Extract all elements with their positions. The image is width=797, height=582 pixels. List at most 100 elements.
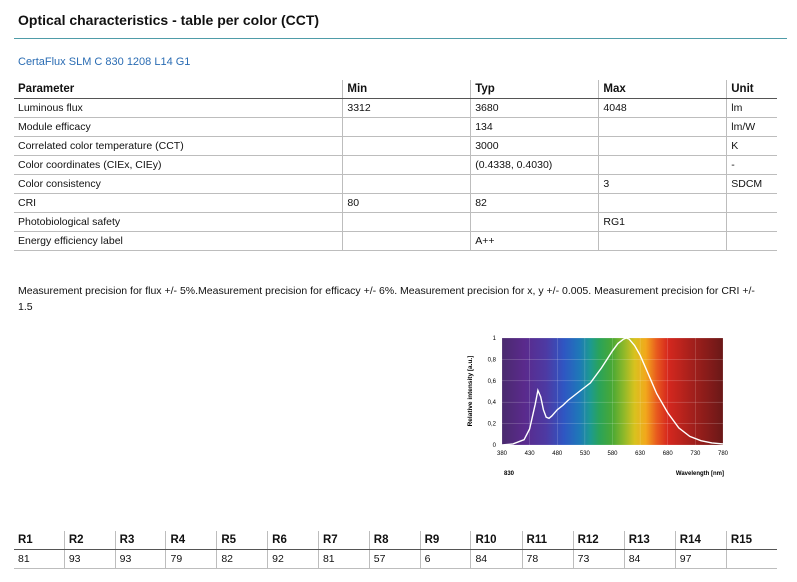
cri-header-cell: R2 [63, 531, 116, 550]
cri-value-cell: 84 [623, 549, 676, 569]
y-axis-ticks: 0 0,2 0,4 0,6 0,8 1 [488, 336, 497, 449]
page-title: Optical characteristics - table per colo… [18, 12, 320, 28]
column-header-max: Max [598, 80, 727, 99]
cri-value-cell: 93 [114, 549, 166, 569]
y-tick-label: 0,4 [488, 400, 497, 406]
table-row: Correlated color temperature (CCT) 3000 K [14, 136, 777, 156]
table-cell: Module efficacy [14, 117, 343, 137]
table-cell [342, 231, 471, 251]
table-cell: lm/W [726, 117, 777, 137]
x-tick-label: 580 [607, 451, 618, 457]
table-cell: Color coordinates (CIEx, CIEy) [14, 155, 343, 175]
chart-grid [501, 337, 724, 446]
cri-value-cell: 93 [63, 549, 116, 569]
spectrum-curve [501, 337, 724, 446]
x-axis-ticks: 380 430 480 530 580 630 680 730 780 [497, 451, 729, 457]
y-tick-label: 0,2 [488, 422, 497, 428]
table-cell: - [726, 155, 777, 175]
table-cell: 3000 [470, 136, 599, 156]
x-tick-label: 730 [690, 451, 701, 457]
table-row: Color coordinates (CIEx, CIEy) (0.4338, 0… [14, 155, 777, 175]
cri-header-cell: R6 [267, 531, 319, 550]
table-cell [342, 212, 471, 232]
x-tick-label: 380 [497, 451, 508, 457]
table-cell: 3312 [342, 98, 471, 118]
table-cell [598, 231, 727, 251]
table-cell: lm [726, 98, 777, 118]
table-cell: 3 [598, 174, 727, 194]
cri-header-cell: R15 [725, 531, 777, 550]
table-cell [470, 212, 599, 232]
table-cell [342, 155, 471, 175]
table-cell [598, 155, 727, 175]
table-row: CRI 80 82 [14, 193, 777, 213]
cri-header-cell: R14 [674, 531, 727, 550]
cri-value-cell: 73 [572, 549, 625, 569]
table-row: Photobiological safety RG1 [14, 212, 777, 232]
table-row: Module efficacy 134 lm/W [14, 117, 777, 137]
cri-header-cell: R10 [470, 531, 523, 550]
table-cell [726, 212, 777, 232]
title-divider [14, 38, 787, 39]
x-tick-label: 630 [635, 451, 646, 457]
cri-header-cell: R3 [114, 531, 166, 550]
cri-value-cell: 81 [14, 549, 65, 569]
column-header-unit: Unit [726, 80, 777, 99]
table-row: Luminous flux 3312 3680 4048 lm [14, 98, 777, 118]
product-name: CertaFlux SLM C 830 1208 L14 G1 [18, 56, 191, 68]
table-cell: 4048 [598, 98, 727, 118]
cri-value-row: 81 93 93 79 82 92 81 57 6 84 78 73 84 97 [14, 549, 777, 569]
measurement-precision-note: Measurement precision for flux +/- 5%.Me… [18, 285, 755, 313]
table-cell: Correlated color temperature (CCT) [14, 136, 343, 156]
cri-value-cell: 81 [317, 549, 370, 569]
table-cell: Luminous flux [14, 98, 343, 118]
cri-value-cell: 97 [674, 549, 727, 569]
table-cell: SDCM [726, 174, 777, 194]
y-axis-label: Relative intensity [a.u.] [467, 356, 474, 427]
table-cell [470, 174, 599, 194]
cri-header-cell: R8 [368, 531, 421, 550]
table-header-row: Parameter Min Typ Max Unit [14, 80, 777, 99]
table-cell [342, 136, 471, 156]
cri-value-cell: 82 [216, 549, 268, 569]
cri-header-cell: R4 [165, 531, 217, 550]
column-header-typ: Typ [470, 80, 599, 99]
cri-header-cell: R1 [14, 531, 65, 550]
table-cell [726, 231, 777, 251]
table-cell: Color consistency [14, 174, 343, 194]
y-tick-label: 0,8 [488, 357, 497, 363]
table-cell: K [726, 136, 777, 156]
table-cell: CRI [14, 193, 343, 213]
cri-header-cell: R7 [317, 531, 370, 550]
column-header-min: Min [342, 80, 471, 99]
cri-value-cell: 79 [165, 549, 217, 569]
table-cell [598, 117, 727, 137]
x-tick-label: 480 [552, 451, 563, 457]
cri-header-cell: R12 [572, 531, 625, 550]
cri-header-cell: R9 [419, 531, 471, 550]
cri-header-cell: R11 [521, 531, 574, 550]
table-cell: A++ [470, 231, 599, 251]
color-rendering-table: R1 R2 R3 R4 R5 R6 R7 R8 R9 R10 R11 R12 R13 R14 R15 81 9… [14, 531, 777, 569]
x-tick-label: 430 [525, 451, 536, 457]
spectrum-chart: 0 0,2 0,4 0,6 0,8 1 380 430 480 530 580 630 680 730 7… [467, 336, 729, 477]
cri-header-cell: R5 [216, 531, 268, 550]
table-cell [342, 117, 471, 137]
table-cell: Photobiological safety [14, 212, 343, 232]
optical-characteristics-table: Parameter Min Typ Max Unit Luminous flux… [14, 80, 777, 251]
column-header-parameter: Parameter [14, 80, 343, 99]
cri-value-cell: 92 [267, 549, 319, 569]
table-cell: 134 [470, 117, 599, 137]
series-label: 830 [504, 471, 515, 477]
table-cell: 80 [342, 193, 471, 213]
table-cell [726, 193, 777, 213]
table-cell: RG1 [598, 212, 727, 232]
x-tick-label: 780 [718, 451, 729, 457]
table-cell [342, 174, 471, 194]
y-tick-label: 1 [493, 336, 497, 342]
cri-header-cell: R13 [623, 531, 676, 550]
x-tick-label: 680 [663, 451, 674, 457]
y-tick-label: 0 [493, 443, 497, 449]
table-cell [598, 193, 727, 213]
cri-value-cell: 84 [470, 549, 523, 569]
